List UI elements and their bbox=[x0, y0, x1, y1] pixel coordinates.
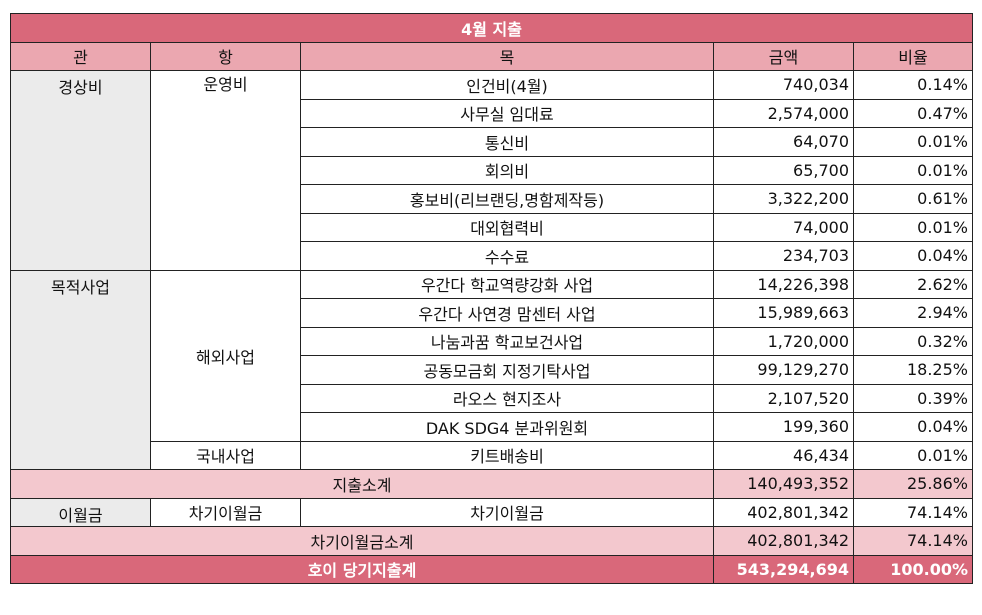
row: 공동모금회 지정기탁사업 99,129,270 18.25% bbox=[11, 355, 973, 385]
row: 4월 지출 bbox=[10, 13, 973, 43]
ratio-cell: 0.04% bbox=[853, 241, 973, 271]
row: DAK SDG4 분과위원회 199,360 0.04% bbox=[11, 412, 973, 442]
ratio-cell: 0.01% bbox=[853, 127, 973, 157]
amount-cell: 14,226,398 bbox=[713, 269, 854, 299]
row: 수수료 234,703 0.04% bbox=[11, 241, 973, 271]
gwan-cell: 경상비 bbox=[10, 70, 151, 271]
mok-cell: 우간다 학교역량강화 사업 bbox=[300, 269, 714, 299]
column-header: 항 bbox=[150, 41, 301, 71]
ratio-cell: 0.14% bbox=[853, 70, 973, 100]
row: 홍보비(리브랜딩,명함제작등) 3,322,200 0.61% bbox=[11, 184, 973, 214]
mok-cell: 홍보비(리브랜딩,명함제작등) bbox=[300, 184, 714, 214]
total-amount: 543,294,694 bbox=[713, 554, 854, 584]
row: 경상비 운영비 인건비(4월) 740,034 0.14% bbox=[10, 70, 973, 271]
amount-cell: 64,070 bbox=[713, 127, 854, 157]
row: 지출소계 140,493,352 25.86% bbox=[10, 469, 973, 499]
column-header: 관 bbox=[10, 41, 151, 71]
hang-cell: 해외사업 bbox=[150, 269, 301, 442]
subtotal-label: 차기이월금소계 bbox=[10, 526, 714, 556]
row: 목적사업 해외사업 우간다 학교역량강화 사업 14,226,398 2.62% bbox=[10, 269, 973, 470]
ratio-cell: 2.62% bbox=[853, 269, 973, 299]
row: 회의비 65,700 0.01% bbox=[11, 155, 973, 185]
row: 라오스 현지조사 2,107,520 0.39% bbox=[11, 383, 973, 413]
table-title: 4월 지출 bbox=[10, 13, 973, 43]
mok-cell: 공동모금회 지정기탁사업 bbox=[300, 355, 714, 385]
mok-cell: 통신비 bbox=[300, 127, 714, 157]
mok-cell: 대외협력비 bbox=[300, 212, 714, 242]
mok-cell: 회의비 bbox=[300, 155, 714, 185]
mok-cell: 키트배송비 bbox=[300, 440, 714, 470]
row: 관 항 목 금액 비율 bbox=[10, 41, 973, 71]
row: 통신비 64,070 0.01% bbox=[11, 127, 973, 157]
row: 대외협력비 74,000 0.01% bbox=[11, 212, 973, 242]
subtotal-label: 지출소계 bbox=[10, 469, 714, 499]
subtotal-ratio: 74.14% bbox=[853, 526, 973, 556]
row: 국내사업 키트배송비 46,434 0.01% bbox=[11, 440, 973, 470]
ratio-cell: 0.32% bbox=[853, 326, 973, 356]
amount-cell: 234,703 bbox=[713, 241, 854, 271]
total-label: 호이 당기지출계 bbox=[10, 554, 714, 584]
mok-cell: 사무실 임대료 bbox=[300, 98, 714, 128]
row: 차기이월금소계 402,801,342 74.14% bbox=[10, 526, 973, 556]
amount-cell: 2,107,520 bbox=[713, 383, 854, 413]
column-header: 목 bbox=[300, 41, 714, 71]
amount-cell: 99,129,270 bbox=[713, 355, 854, 385]
mok-cell: 라오스 현지조사 bbox=[300, 383, 714, 413]
subtotal-ratio: 25.86% bbox=[853, 469, 973, 499]
amount-cell: 199,360 bbox=[713, 412, 854, 442]
amount-cell: 3,322,200 bbox=[713, 184, 854, 214]
hang-cell: 운영비 bbox=[150, 70, 301, 271]
amount-cell: 740,034 bbox=[713, 70, 854, 100]
amount-cell: 15,989,663 bbox=[713, 298, 854, 328]
ratio-cell: 0.61% bbox=[853, 184, 973, 214]
row: 이월금 차기이월금 차기이월금 402,801,342 74.14% bbox=[10, 497, 973, 527]
hang-cell: 차기이월금 bbox=[150, 497, 301, 527]
expense-table: 4월 지출 관 항 목 금액 비율 경상비 운영비 인건비(4월) 740,034 0.14% 사무실… bbox=[10, 13, 973, 584]
row: 나눔과꿈 학교보건사업 1,720,000 0.32% bbox=[11, 326, 973, 356]
mok-cell: 나눔과꿈 학교보건사업 bbox=[300, 326, 714, 356]
row: 사무실 임대료 2,574,000 0.47% bbox=[11, 98, 973, 128]
gwan-cell: 목적사업 bbox=[10, 269, 151, 470]
ratio-cell: 0.01% bbox=[853, 440, 973, 470]
row: 호이 당기지출계 543,294,694 100.00% bbox=[10, 554, 973, 584]
gwan-cell: 이월금 bbox=[10, 497, 151, 527]
ratio-cell: 0.39% bbox=[853, 383, 973, 413]
ratio-cell: 0.47% bbox=[853, 98, 973, 128]
mok-cell: DAK SDG4 분과위원회 bbox=[300, 412, 714, 442]
ratio-cell: 74.14% bbox=[853, 497, 973, 527]
amount-cell: 1,720,000 bbox=[713, 326, 854, 356]
row: 우간다 사연경 맘센터 사업 15,989,663 2.94% bbox=[11, 298, 973, 328]
subtotal-amount: 140,493,352 bbox=[713, 469, 854, 499]
amount-cell: 402,801,342 bbox=[713, 497, 854, 527]
amount-cell: 46,434 bbox=[713, 440, 854, 470]
ratio-cell: 0.01% bbox=[853, 155, 973, 185]
column-header: 금액 bbox=[713, 41, 854, 71]
ratio-cell: 0.01% bbox=[853, 212, 973, 242]
total-ratio: 100.00% bbox=[853, 554, 973, 584]
mok-cell: 우간다 사연경 맘센터 사업 bbox=[300, 298, 714, 328]
amount-cell: 2,574,000 bbox=[713, 98, 854, 128]
subtotal-amount: 402,801,342 bbox=[713, 526, 854, 556]
amount-cell: 65,700 bbox=[713, 155, 854, 185]
mok-cell: 수수료 bbox=[300, 241, 714, 271]
amount-cell: 74,000 bbox=[713, 212, 854, 242]
hang-cell: 국내사업 bbox=[150, 440, 301, 470]
ratio-cell: 0.04% bbox=[853, 412, 973, 442]
ratio-cell: 2.94% bbox=[853, 298, 973, 328]
mok-cell: 차기이월금 bbox=[300, 497, 714, 527]
column-header: 비율 bbox=[853, 41, 973, 71]
ratio-cell: 18.25% bbox=[853, 355, 973, 385]
mok-cell: 인건비(4월) bbox=[300, 70, 714, 100]
